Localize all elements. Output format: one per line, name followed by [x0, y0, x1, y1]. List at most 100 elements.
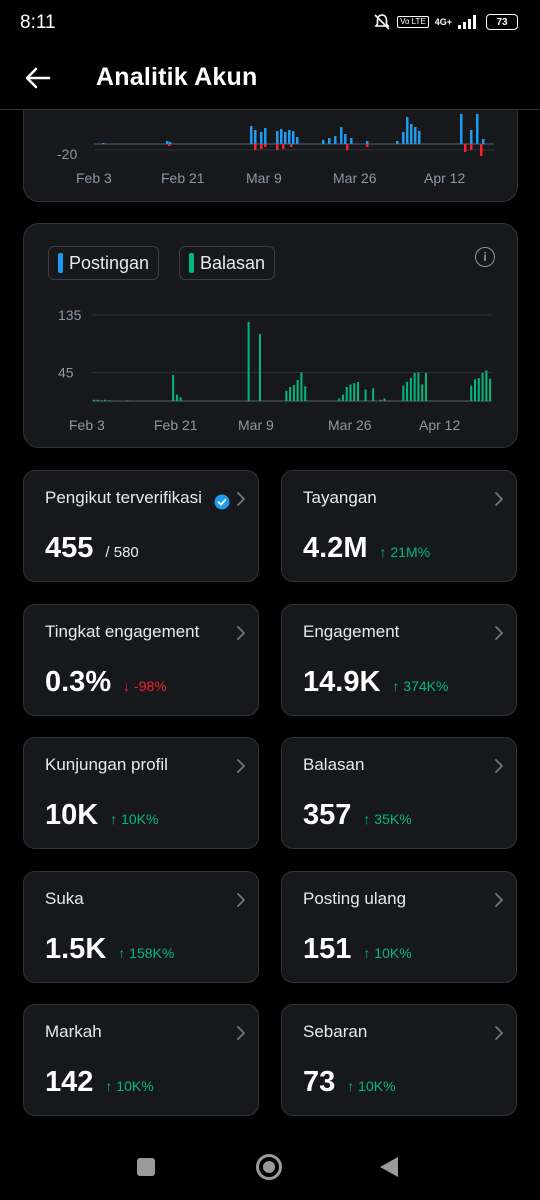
chart-bar — [260, 132, 263, 144]
system-nav-bar — [0, 1130, 540, 1200]
chevron-right-icon — [237, 625, 245, 640]
balasan-bar — [474, 379, 477, 401]
x-tick-label: Feb 3 — [69, 417, 105, 433]
chart-bar-negative — [480, 144, 483, 156]
chevron-right-icon — [237, 892, 245, 907]
x-tick-label: Feb 21 — [154, 417, 198, 433]
legend-balasan[interactable]: Balasan — [179, 246, 276, 280]
x-tick-label: Mar 9 — [238, 417, 274, 433]
x-tick-label: Apr 12 — [424, 170, 465, 186]
chevron-right-icon — [495, 892, 503, 907]
mute-bell-icon — [374, 14, 390, 30]
metric-value-row: 151 ↑ 10K% — [303, 933, 412, 966]
x-tick-label: Mar 26 — [328, 417, 372, 433]
chart-bar — [406, 117, 409, 144]
metric-value: 73 — [303, 1066, 336, 1098]
metric-card[interactable]: Kunjungan profil 10K ↑ 10K% — [23, 737, 259, 849]
back-icon[interactable] — [380, 1157, 398, 1177]
page-title: Analitik Akun — [96, 63, 258, 91]
legend-postingan[interactable]: Postingan — [48, 246, 160, 280]
metric-value: 14.9K — [303, 665, 381, 698]
metric-card[interactable]: Balasan 357 ↑ 35K% — [281, 737, 517, 849]
balasan-bar — [107, 400, 110, 401]
chart-bar — [366, 141, 369, 144]
metric-label: Posting ulang — [303, 888, 407, 908]
chart-bar-negative — [470, 144, 473, 150]
verified-badge-icon — [214, 494, 230, 510]
metric-label: Tingkat engagement — [45, 621, 200, 641]
metric-delta: ↑ 21M% — [379, 544, 431, 560]
balasan-bar — [372, 388, 375, 401]
metric-card[interactable]: Pengikut terverifikasi 455 / 580 — [23, 470, 259, 582]
chart-bar — [292, 131, 295, 144]
chart-bar — [396, 141, 399, 144]
metric-delta: ↑ 374K% — [392, 677, 449, 694]
metric-label: Kunjungan profil — [45, 755, 168, 774]
balasan-bar — [300, 372, 303, 401]
info-icon[interactable]: i — [475, 247, 495, 267]
chart-bar — [250, 126, 253, 144]
x-tick-label: Mar 26 — [333, 170, 377, 186]
app-header: Analitik Akun — [0, 46, 540, 110]
metric-value: 0.3% — [45, 665, 112, 698]
metric-card[interactable]: Tayangan 4.2M ↑ 21M% — [281, 470, 517, 582]
chart-bar — [340, 127, 343, 144]
metric-value-row: 142 ↑ 10K% — [45, 1066, 154, 1099]
chart-bar — [296, 137, 299, 144]
balasan-bar — [292, 385, 295, 401]
metric-card[interactable]: Sebaran 73 ↑ 10K% — [281, 1004, 517, 1116]
home-icon[interactable] — [256, 1154, 282, 1180]
metric-delta: ↑ 35K% — [363, 811, 412, 827]
chevron-right-icon — [495, 492, 503, 506]
legend-swatch-postingan — [58, 253, 63, 273]
metric-value-row: 10K ↑ 10K% — [45, 799, 158, 832]
metric-label: Engagement — [303, 621, 400, 641]
chart-bar-negative — [346, 144, 349, 150]
recents-icon[interactable] — [137, 1158, 155, 1176]
chart-bar-negative — [276, 144, 279, 150]
balasan-bar — [349, 384, 352, 401]
chart-bar — [470, 130, 473, 144]
metric-card[interactable]: Markah 142 ↑ 10K% — [23, 1004, 259, 1116]
metric-value: 10K — [45, 799, 99, 831]
balasan-bar — [345, 386, 348, 401]
legend-swatch-balasan — [189, 253, 194, 273]
metric-card[interactable]: Tingkat engagement 0.3% ↓ -98% — [23, 603, 259, 716]
chart-bar — [276, 131, 279, 144]
balasan-bar — [104, 399, 107, 401]
balasan-bar — [289, 386, 292, 401]
balasan-bar — [383, 398, 386, 401]
y-tick-label: 45 — [58, 364, 74, 380]
balasan-bar — [92, 399, 95, 401]
status-icons: Vo LTE 4G+ 73 — [373, 13, 518, 31]
impressions-chart: -20 Feb 3 Feb 21 Mar 9 Mar 26 Apr 12 — [57, 114, 494, 186]
balasan-bar — [402, 385, 405, 401]
metric-card[interactable]: Posting ulang 151 ↑ 10K% — [281, 870, 517, 983]
chart-bar — [328, 138, 331, 144]
chart-bar-negative — [290, 144, 293, 147]
metric-value-row: 1.5K ↑ 158K% — [45, 933, 174, 966]
balasan-bar — [100, 400, 103, 401]
balasan-bar — [285, 390, 288, 401]
balasan-bar — [421, 384, 424, 401]
chart-bar — [482, 139, 485, 144]
chart-bar — [344, 134, 347, 144]
metric-value: 1.5K — [45, 932, 107, 965]
chevron-right-icon — [237, 1026, 245, 1040]
metric-card[interactable]: Suka 1.5K ↑ 158K% — [23, 870, 259, 983]
balasan-bar — [258, 334, 261, 401]
back-arrow-icon[interactable] — [22, 62, 54, 94]
chart-bar — [476, 114, 479, 144]
network-label: 4G+ — [434, 17, 452, 27]
balasan-bar — [172, 374, 175, 401]
metric-label: Markah — [45, 1022, 102, 1041]
x-tick-label: Apr 12 — [419, 417, 460, 433]
posts-chart-card: Postingan Balasan i 135 45 Feb 3 Feb 21 Mar … — [23, 223, 518, 448]
balasan-bar — [179, 397, 182, 401]
metric-card[interactable]: Engagement 14.9K ↑ 374K% — [281, 603, 517, 716]
balasan-bar — [175, 394, 178, 401]
volte-icon: Vo LTE — [397, 16, 429, 28]
metric-value: 455 — [45, 532, 94, 564]
chart-bar — [418, 131, 421, 144]
balasan-bar — [470, 385, 473, 401]
